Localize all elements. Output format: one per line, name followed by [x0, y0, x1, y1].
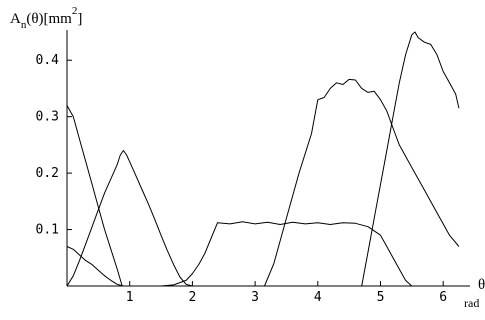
x-tick-label: 2 — [188, 290, 196, 305]
y-axis-title-rest: (θ)[mm — [26, 11, 72, 27]
x-tick-label: 4 — [314, 290, 322, 305]
y-tick-label: 0.1 — [36, 223, 59, 238]
x-tick-label: 1 — [126, 290, 134, 305]
series-line-3 — [66, 150, 462, 287]
y-tick-label: 0.2 — [36, 166, 59, 181]
series-line-5 — [67, 78, 460, 287]
y-axis-title-superscript: 2 — [72, 5, 78, 17]
series-line-6 — [67, 31, 460, 287]
y-tick-label: 0.4 — [36, 53, 60, 68]
x-axis-title-unit: rad — [464, 296, 479, 310]
series-line-2 — [66, 246, 462, 287]
y-axis-title-subscript: n — [21, 19, 27, 31]
y-ticks: 0.1 0.2 0.3 0.4 — [36, 53, 72, 238]
x-tick-label: 6 — [439, 290, 447, 305]
x-tick-label: 5 — [377, 290, 385, 305]
series-line-4 — [67, 221, 462, 287]
y-axis-title: An(θ)[mm2] — [10, 5, 82, 31]
y-axis-title-main: A — [10, 11, 21, 27]
series-line-1 — [66, 105, 462, 287]
y-tick-label: 0.3 — [36, 110, 59, 125]
x-axis-title: θ rad — [464, 277, 485, 310]
series-layer — [66, 31, 462, 287]
svg-text:An(θ)[mm2]: An(θ)[mm2] — [10, 5, 82, 31]
x-tick-label: 3 — [251, 290, 259, 305]
x-axis-title-symbol: θ — [478, 277, 485, 293]
x-ticks: 1 2 3 4 5 6 — [126, 281, 447, 305]
y-axis-title-close: ] — [77, 11, 82, 27]
